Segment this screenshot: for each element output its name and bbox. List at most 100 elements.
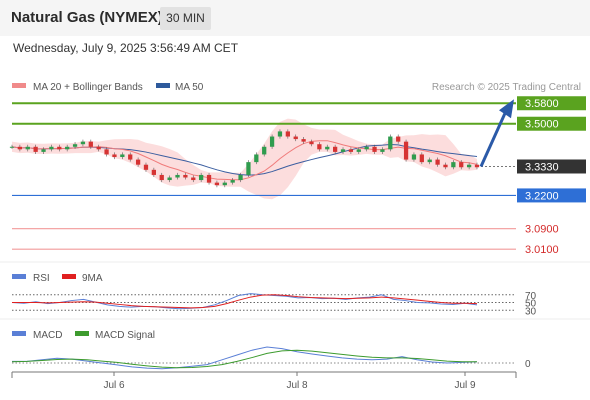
macd-line bbox=[12, 346, 478, 370]
candle-body bbox=[474, 164, 480, 168]
rsi-ma-line bbox=[12, 294, 478, 309]
candle-body bbox=[364, 146, 369, 150]
legend-label-ma20: MA 20 + Bollinger Bands bbox=[33, 82, 143, 93]
candle-body bbox=[285, 131, 290, 137]
candle-body bbox=[57, 146, 62, 150]
candle-body bbox=[246, 162, 251, 175]
forecast-arrow-head bbox=[499, 99, 514, 119]
candle-body bbox=[143, 164, 149, 170]
rsi-line bbox=[11, 293, 478, 310]
candle-body bbox=[396, 136, 401, 142]
timeframe-button[interactable]: 30 MIN bbox=[160, 7, 211, 30]
candle-body bbox=[356, 149, 361, 152]
x-tick-label: Jul 9 bbox=[454, 380, 476, 391]
rsi-level-label: 70 bbox=[525, 291, 537, 302]
candle-body bbox=[206, 174, 212, 183]
legend-label-macd: MACD bbox=[33, 330, 62, 341]
candle-body bbox=[459, 162, 464, 168]
candle-body bbox=[435, 159, 440, 165]
candle-body bbox=[293, 136, 298, 140]
candle-body bbox=[151, 169, 156, 175]
candle-body bbox=[128, 154, 133, 160]
candle-body bbox=[72, 144, 78, 147]
current-price-label: 3.3330 bbox=[525, 161, 559, 173]
candle-body bbox=[25, 146, 30, 150]
x-tick-label: Jul 8 bbox=[286, 380, 308, 391]
candle-body bbox=[222, 182, 227, 186]
candle-body bbox=[466, 164, 472, 168]
level-label-3.2200: 3.2200 bbox=[525, 190, 559, 202]
header-bar: Natural Gas (NYMEX) 30 MIN bbox=[0, 0, 590, 36]
candle-body bbox=[159, 174, 164, 181]
candle-body bbox=[199, 174, 204, 181]
macd-zero-label: 0 bbox=[525, 359, 531, 370]
candle-body bbox=[262, 146, 267, 155]
datetime-label: Wednesday, July 9, 2025 3:56:49 AM CET bbox=[13, 41, 239, 55]
candle-body bbox=[443, 164, 448, 168]
candle-body bbox=[277, 131, 283, 137]
instrument-title: Natural Gas (NYMEX) bbox=[11, 9, 163, 26]
candle-body bbox=[348, 149, 354, 152]
level-tag-3.5800 bbox=[517, 96, 586, 111]
candle-body bbox=[388, 136, 393, 150]
candle-body bbox=[17, 146, 23, 150]
candle-body bbox=[191, 177, 196, 181]
candle-body bbox=[451, 162, 456, 168]
candle-body bbox=[104, 149, 109, 155]
current-price-tag bbox=[517, 159, 586, 174]
candle-body bbox=[214, 182, 220, 186]
legend-swatch-ma20 bbox=[12, 83, 26, 88]
legend-swatch-macd bbox=[12, 331, 26, 336]
level-tag-3.5000 bbox=[517, 116, 586, 131]
candle-body bbox=[238, 174, 243, 181]
forecast-arrow-shaft bbox=[479, 112, 507, 168]
macd-signal-line bbox=[11, 349, 477, 369]
bollinger-band bbox=[12, 118, 477, 200]
legend-swatch-rsi-ma bbox=[62, 274, 76, 279]
candle-body bbox=[325, 146, 330, 150]
legend-label-rsi: RSI bbox=[33, 273, 50, 284]
x-tick-label: Jul 6 bbox=[103, 380, 125, 391]
candle-body bbox=[254, 154, 259, 163]
level-tag-3.2200 bbox=[517, 188, 586, 203]
copyright-text: Research © 2025 Trading Central bbox=[432, 82, 581, 93]
candle-body bbox=[135, 159, 141, 165]
candle-body bbox=[175, 174, 180, 178]
candle-body bbox=[380, 149, 385, 152]
candle-body bbox=[230, 180, 235, 183]
candle-body bbox=[41, 149, 46, 152]
candle-body bbox=[88, 141, 93, 147]
ma20-line bbox=[11, 140, 478, 181]
legend-label-ma50: MA 50 bbox=[175, 82, 204, 93]
candle-body bbox=[427, 159, 432, 163]
level-label-3.5800: 3.5800 bbox=[525, 98, 559, 110]
candle-body bbox=[340, 149, 346, 152]
candle-body bbox=[49, 146, 54, 150]
candle-body bbox=[80, 141, 86, 145]
candle-body bbox=[372, 146, 377, 152]
candle-body bbox=[65, 146, 70, 150]
candle-body bbox=[301, 139, 306, 142]
rsi-level-label: 50 bbox=[525, 299, 537, 310]
candle-body bbox=[333, 146, 338, 152]
legend-label-rsi-ma: 9MA bbox=[82, 273, 103, 284]
candle-body bbox=[411, 154, 417, 160]
candle-body bbox=[317, 144, 322, 150]
level-label-3.0100: 3.0100 bbox=[525, 244, 559, 256]
legend-swatch-rsi bbox=[12, 274, 26, 279]
legend-swatch-macd-signal bbox=[75, 331, 89, 336]
rsi-level-label: 30 bbox=[525, 306, 537, 317]
candle-body bbox=[167, 177, 172, 181]
legend-label-macd-signal: MACD Signal bbox=[95, 330, 155, 341]
level-label-3.5000: 3.5000 bbox=[525, 119, 559, 131]
candle-body bbox=[183, 174, 188, 178]
legend-swatch-ma50 bbox=[156, 83, 170, 88]
candle-body bbox=[96, 146, 101, 150]
level-label-3.0900: 3.0900 bbox=[525, 224, 559, 236]
candle-body bbox=[403, 141, 409, 160]
candle-body bbox=[309, 141, 314, 145]
candle-body bbox=[112, 154, 117, 158]
candle-body bbox=[269, 136, 275, 147]
candle-body bbox=[33, 146, 38, 152]
